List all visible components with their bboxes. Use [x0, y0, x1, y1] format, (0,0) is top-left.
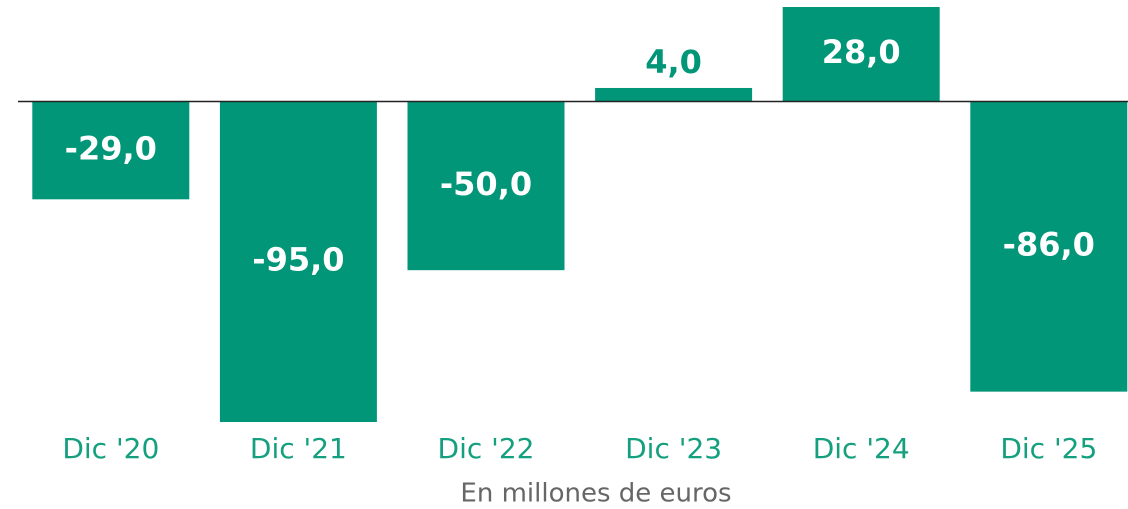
bar	[782, 7, 940, 102]
bar	[219, 101, 377, 422]
x-tick-label: Dic '20	[62, 432, 159, 465]
data-label: -95,0	[252, 241, 344, 279]
bar	[32, 101, 190, 200]
bar	[595, 87, 753, 102]
x-tick-label: Dic '23	[625, 432, 722, 465]
data-label: -50,0	[440, 165, 532, 203]
data-label: -29,0	[65, 129, 157, 167]
bar	[970, 101, 1128, 392]
x-tick-label: Dic '25	[1000, 432, 1097, 465]
data-label: 4,0	[645, 43, 702, 81]
bar	[407, 101, 565, 271]
data-label: 28,0	[822, 33, 901, 71]
x-axis-label: En millones de euros	[460, 479, 731, 509]
data-label: -86,0	[1003, 226, 1095, 264]
x-tick-label: Dic '22	[438, 432, 535, 465]
x-tick-label: Dic '21	[250, 432, 347, 465]
x-tick-label: Dic '24	[813, 432, 910, 465]
